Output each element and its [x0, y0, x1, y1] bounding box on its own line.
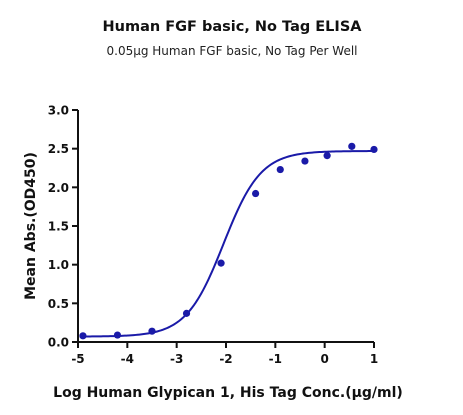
- data-points: [79, 142, 378, 340]
- y-tick-label: 2.0: [48, 181, 69, 195]
- x-tick-label: -1: [269, 352, 282, 366]
- y-tick-label: 3.0: [48, 104, 69, 118]
- chart-title: Human FGF basic, No Tag ELISA: [103, 19, 363, 35]
- data-point: [323, 152, 331, 160]
- y-tick-label: 1.5: [48, 220, 69, 234]
- data-point: [370, 145, 378, 154]
- data-point: [348, 142, 356, 150]
- data-point: [217, 259, 225, 267]
- y-axis-title: Mean Abs.(OD450): [23, 152, 39, 300]
- fit-curve: [82, 150, 375, 338]
- data-point: [79, 332, 87, 340]
- plot-area: [79, 142, 378, 340]
- x-tick-label: -5: [71, 352, 84, 366]
- y-tick-label: 0.5: [48, 297, 69, 311]
- x-tick-label: -3: [170, 352, 183, 366]
- x-tick-label: -4: [121, 352, 134, 366]
- x-axis-title: Log Human Glypican 1, His Tag Conc.(μg/m…: [53, 385, 403, 401]
- x-tick-label: -2: [219, 352, 232, 366]
- x-ticks: -5 -4 -3 -2 -1 0 1: [71, 342, 378, 366]
- y-tick-label: 1.0: [48, 258, 69, 272]
- y-ticks: 0.0 0.5 1.0 1.5 2.0 2.5 3.0: [48, 104, 78, 350]
- x-tick-label: 0: [320, 352, 328, 366]
- data-point: [276, 165, 284, 174]
- axes: 0.0 0.5 1.0 1.5 2.0 2.5 3.0 -5 -4 -3 -2 -1 0 1: [48, 104, 378, 367]
- x-tick-label: 1: [370, 352, 378, 366]
- data-point: [301, 157, 309, 165]
- data-point: [252, 189, 260, 198]
- data-point: [182, 309, 191, 317]
- y-tick-label: 2.5: [48, 142, 69, 156]
- data-point: [113, 331, 122, 339]
- y-tick-label: 0.0: [48, 336, 69, 350]
- chart-subtitle: 0.05μg Human FGF basic, No Tag Per Well: [107, 44, 358, 58]
- data-point: [148, 327, 156, 335]
